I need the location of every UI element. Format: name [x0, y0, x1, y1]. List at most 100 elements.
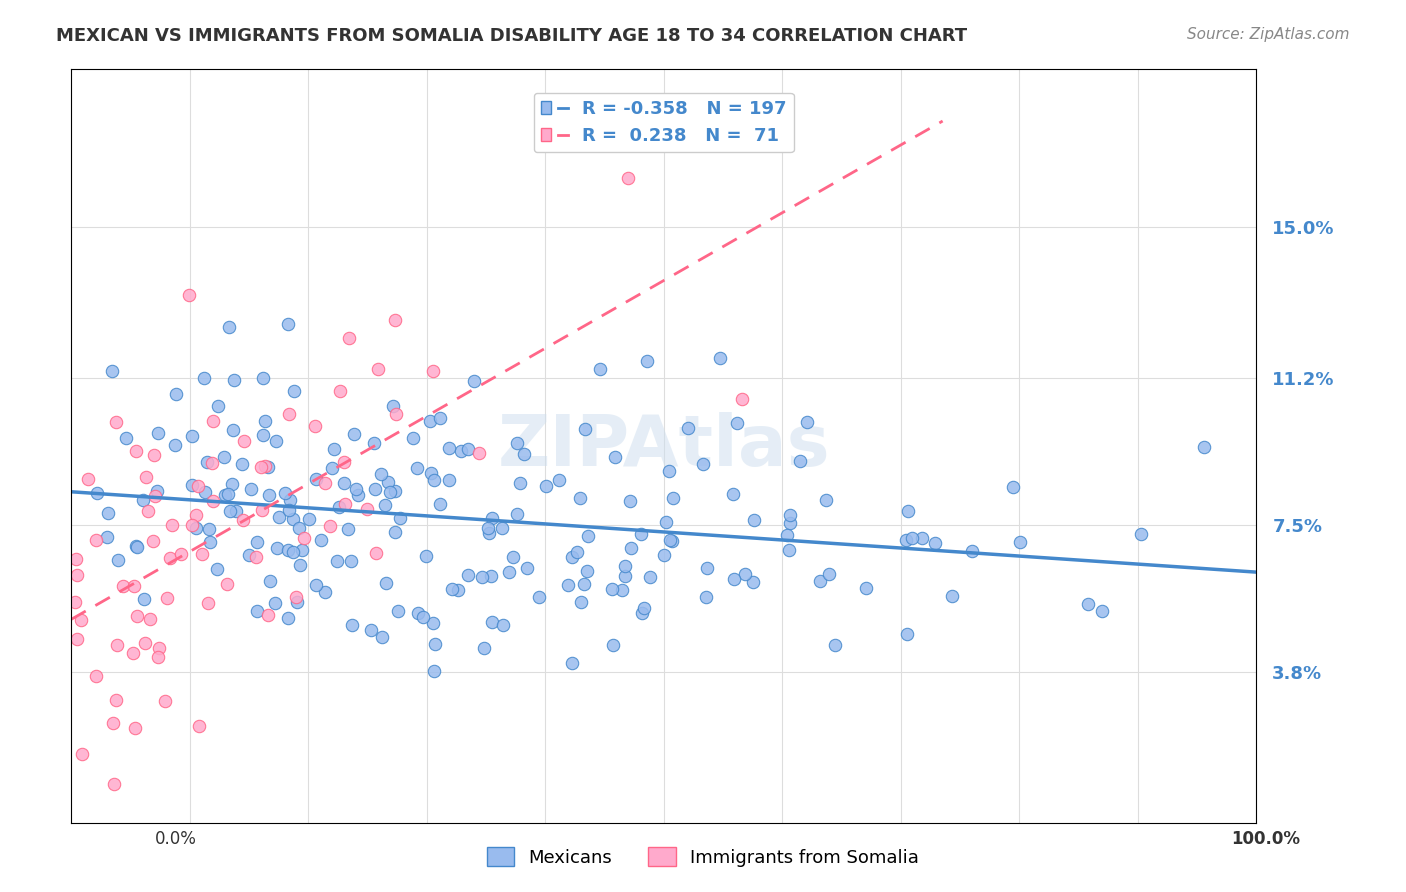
Mexicans	[346, 488, 368, 502]
Mexicans	[509, 476, 531, 491]
Mexicans	[423, 473, 446, 487]
Mexicans	[960, 544, 983, 558]
Mexicans	[896, 627, 918, 641]
Immigrants from Somalia	[156, 591, 179, 605]
Immigrants from Somalia	[329, 384, 352, 398]
Mexicans	[855, 582, 877, 596]
Mexicans	[405, 460, 427, 475]
Mexicans	[779, 508, 801, 522]
Immigrants from Somalia	[138, 612, 160, 626]
Mexicans	[575, 564, 598, 578]
Immigrants from Somalia	[256, 608, 278, 623]
Mexicans	[574, 421, 596, 435]
Mexicans	[612, 583, 634, 598]
Mexicans	[278, 503, 301, 517]
Mexicans	[589, 361, 612, 376]
Mexicans	[290, 558, 312, 573]
Mexicans	[115, 431, 138, 445]
Immigrants from Somalia	[122, 579, 145, 593]
Mexicans	[344, 483, 367, 497]
Mexicans	[274, 485, 297, 500]
Mexicans	[602, 638, 624, 652]
Mexicans	[100, 364, 122, 378]
Immigrants from Somalia	[142, 534, 165, 549]
Mexicans	[283, 545, 305, 559]
Immigrants from Somalia	[217, 576, 239, 591]
Immigrants from Somalia	[65, 551, 87, 566]
Mexicans	[498, 565, 520, 579]
Text: 100.0%: 100.0%	[1230, 830, 1301, 847]
Immigrants from Somalia	[66, 568, 89, 582]
Mexicans	[742, 512, 765, 526]
Mexicans	[252, 428, 274, 442]
Mexicans	[506, 507, 529, 521]
Mexicans	[512, 447, 534, 461]
Mexicans	[200, 535, 222, 549]
Mexicans	[328, 500, 350, 514]
Immigrants from Somalia	[148, 640, 170, 655]
Mexicans	[477, 521, 499, 535]
Immigrants from Somalia	[65, 595, 87, 609]
Mexicans	[322, 442, 344, 457]
Immigrants from Somalia	[333, 497, 356, 511]
Immigrants from Somalia	[186, 508, 208, 523]
Mexicans	[423, 664, 446, 678]
Immigrants from Somalia	[69, 613, 91, 627]
Immigrants from Somalia	[201, 494, 224, 508]
Mexicans	[253, 414, 276, 428]
Mexicans	[281, 512, 304, 526]
Immigrants from Somalia	[105, 638, 128, 652]
Immigrants from Somalia	[384, 313, 406, 327]
Immigrants from Somalia	[191, 547, 214, 561]
Immigrants from Somalia	[304, 419, 326, 434]
Immigrants from Somalia	[84, 669, 107, 683]
Immigrants from Somalia	[422, 364, 444, 378]
Mexicans	[897, 504, 920, 518]
Mexicans	[212, 450, 235, 465]
Mexicans	[472, 640, 495, 655]
Mexicans	[676, 421, 699, 435]
Mexicans	[266, 541, 288, 556]
Mexicans	[277, 611, 299, 625]
Mexicans	[195, 454, 218, 468]
Mexicans	[818, 567, 841, 582]
Mexicans	[659, 533, 682, 548]
Mexicans	[631, 607, 654, 621]
Mexicans	[536, 479, 558, 493]
Mexicans	[186, 521, 208, 535]
Mexicans	[447, 582, 470, 597]
Mexicans	[384, 524, 406, 539]
Immigrants from Somalia	[124, 443, 146, 458]
Mexicans	[1130, 527, 1153, 541]
Mexicans	[457, 567, 479, 582]
Mexicans	[384, 483, 406, 498]
Mexicans	[107, 553, 129, 567]
Immigrants from Somalia	[148, 650, 170, 665]
Immigrants from Somalia	[179, 288, 201, 302]
Mexicans	[326, 554, 349, 568]
Mexicans	[633, 601, 655, 615]
Immigrants from Somalia	[105, 415, 128, 429]
Immigrants from Somalia	[385, 408, 408, 422]
Mexicans	[600, 582, 623, 596]
Mexicans	[894, 533, 917, 547]
Mexicans	[437, 473, 460, 487]
Text: ZIPAtlas: ZIPAtlas	[498, 411, 830, 481]
Immigrants from Somalia	[112, 579, 135, 593]
Mexicans	[941, 589, 963, 603]
Mexicans	[661, 533, 683, 548]
Immigrants from Somalia	[143, 490, 166, 504]
Immigrants from Somalia	[170, 548, 193, 562]
Mexicans	[377, 475, 399, 489]
Mexicans	[1091, 604, 1114, 618]
Mexicans	[145, 484, 167, 499]
Mexicans	[900, 531, 922, 545]
Mexicans	[808, 574, 831, 588]
Immigrants from Somalia	[66, 632, 89, 647]
Mexicans	[420, 466, 443, 480]
Immigrants from Somalia	[197, 596, 219, 610]
Mexicans	[576, 529, 599, 543]
Mexicans	[288, 521, 311, 535]
Mexicans	[429, 497, 451, 511]
Mexicans	[463, 374, 485, 388]
